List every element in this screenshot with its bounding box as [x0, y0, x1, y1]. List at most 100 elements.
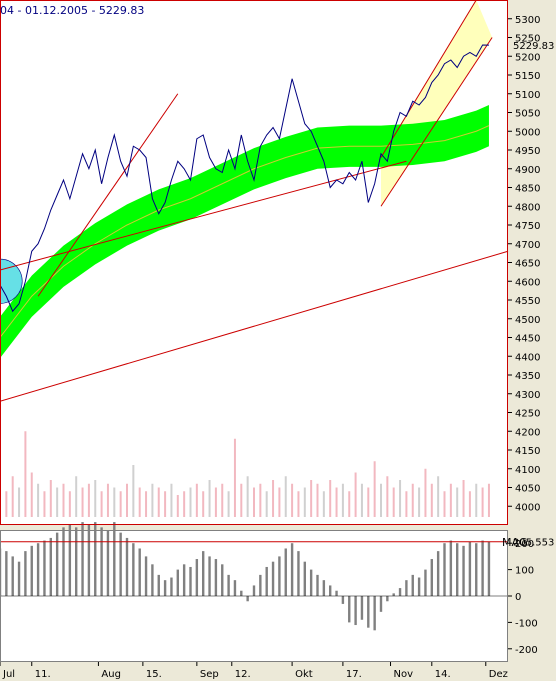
volume-bar: [291, 483, 294, 517]
mag-bar: [271, 561, 275, 596]
volume-bar: [100, 491, 103, 517]
volume-bar: [437, 476, 440, 517]
mag-bar: [481, 540, 484, 596]
mag-bar: [430, 559, 433, 596]
mag-bar: [94, 522, 97, 596]
x-tick-label: Dez: [489, 669, 508, 680]
mag-bar: [240, 590, 243, 596]
volume-bar: [151, 483, 154, 517]
price-y-tick-label: 4550: [515, 296, 540, 307]
volume-bar: [316, 483, 319, 517]
volume-bar: [214, 487, 217, 517]
volume-bar: [18, 487, 21, 517]
mag-bar: [202, 551, 205, 596]
price-y-tick-label: 5300: [515, 15, 540, 26]
volume-bars: [0, 431, 490, 517]
volume-bar: [405, 491, 408, 517]
price-y-tick-label: 4600: [515, 277, 540, 288]
mag-bar: [170, 577, 173, 596]
volume-bar: [202, 491, 205, 517]
mag-bar: [75, 527, 78, 596]
mag-bar: [106, 530, 110, 596]
volume-bar: [259, 483, 262, 517]
mag-bar: [17, 561, 21, 596]
mag-y-tick-label: 200: [515, 539, 534, 550]
volume-bar: [5, 491, 8, 517]
mag-bar: [367, 596, 370, 628]
volume-bar: [386, 476, 389, 517]
price-y-tick-label: 4350: [515, 371, 540, 382]
volume-bar: [208, 480, 211, 517]
mag-bar: [163, 580, 167, 596]
volume-bar: [56, 487, 59, 517]
mag-bar: [290, 543, 294, 596]
price-y-tick-label: 5150: [515, 71, 540, 82]
price-y-tick-label: 4450: [515, 334, 540, 345]
mag-bar: [348, 596, 351, 623]
mag-bar: [246, 596, 249, 602]
mag-frame: [0, 530, 508, 662]
price-y-tick-label: 4400: [515, 352, 540, 363]
mag-bar: [151, 564, 154, 596]
mag-y-tick-label: -100: [515, 618, 538, 629]
volume-bar: [189, 487, 192, 517]
mag-bar: [303, 561, 306, 596]
price-y-tick-label: 4950: [515, 146, 540, 157]
volume-bar: [348, 491, 351, 517]
x-tick-label: Jul: [2, 669, 15, 680]
volume-bar: [132, 465, 135, 517]
mag-bar: [392, 593, 395, 596]
price-y-tick-label: 4200: [515, 427, 540, 438]
price-y-tick-label: 4800: [515, 202, 540, 213]
volume-bar: [49, 480, 52, 517]
x-tick-label: 12.: [235, 669, 251, 680]
band-center-line: [0, 125, 490, 338]
volume-bar: [303, 487, 306, 517]
mag-bar: [360, 596, 364, 620]
volume-bar: [399, 480, 402, 517]
mag-y-tick-label: -200: [515, 645, 538, 656]
volume-bar: [456, 487, 459, 517]
volume-bar: [195, 483, 198, 517]
volume-bar: [360, 483, 363, 517]
mag-bar: [379, 596, 383, 612]
volume-bar: [462, 480, 465, 517]
price-y-tick-label: 4850: [515, 184, 540, 195]
trend-line-4: [380, 37, 493, 207]
mag-bar: [113, 522, 116, 596]
mag-bar: [265, 566, 268, 596]
mag-bar: [55, 532, 59, 596]
mag-bar: [329, 585, 332, 596]
mag-bar: [195, 559, 199, 596]
mag-bar: [49, 537, 52, 596]
mag-bar: [386, 596, 389, 602]
volume-bar: [265, 491, 268, 517]
mag-y-tick-label: 0: [515, 592, 521, 603]
volume-bar: [240, 483, 243, 517]
price-panel: [0, 0, 509, 525]
volume-bar: [424, 468, 427, 517]
volume-bar: [106, 483, 109, 517]
mag-value-label: 205.553: [513, 538, 554, 549]
mag-bar: [157, 574, 160, 596]
mag-bar: [278, 556, 281, 596]
volume-bar: [176, 495, 179, 517]
volume-bar: [94, 480, 97, 517]
volume-bar: [443, 491, 446, 517]
mag-bar: [475, 543, 478, 596]
mag-y-tick-label: 100: [515, 566, 534, 577]
mag-bar: [5, 551, 8, 596]
mag-bar: [87, 524, 91, 596]
mag-bar: [424, 569, 427, 596]
x-tick-label: 15.: [146, 669, 162, 680]
mag-bar: [468, 541, 472, 596]
price-y-tick-label: 5000: [515, 127, 540, 138]
volume-bar: [246, 476, 249, 517]
price-y-tick-label: 5200: [515, 52, 540, 63]
volume-bar: [418, 487, 421, 517]
volume-bar: [373, 461, 376, 517]
chart-header: 04 - 01.12.2005 - 5229.83: [0, 4, 144, 17]
price-y-tick-label: 4750: [515, 221, 540, 232]
moving-average-band: [0, 105, 489, 359]
mag-bar: [189, 566, 192, 596]
